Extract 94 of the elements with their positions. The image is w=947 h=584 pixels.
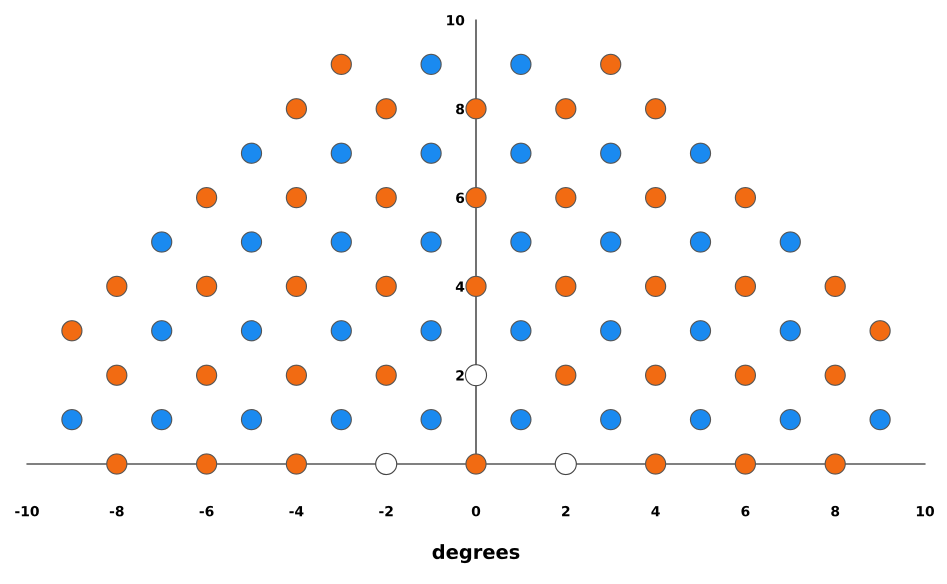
- point: [376, 98, 397, 120]
- point: [376, 186, 397, 208]
- point: [420, 231, 442, 253]
- point: [286, 453, 308, 475]
- point: [824, 364, 846, 386]
- point: [824, 276, 846, 298]
- point: [465, 453, 487, 475]
- point: [375, 452, 398, 476]
- point: [780, 408, 801, 430]
- point: [196, 276, 218, 298]
- point: [869, 408, 891, 430]
- point: [330, 408, 352, 430]
- point: [644, 186, 666, 208]
- point: [465, 98, 487, 120]
- point: [330, 231, 352, 253]
- point: [780, 231, 801, 253]
- y-tick-label: 8: [456, 104, 464, 114]
- x-tick-label: -2: [379, 506, 393, 516]
- point: [555, 276, 576, 298]
- point: [106, 364, 128, 386]
- point: [644, 276, 666, 298]
- point: [644, 453, 666, 475]
- point: [196, 453, 218, 475]
- point: [690, 142, 712, 164]
- point: [780, 320, 801, 342]
- point: [734, 364, 756, 386]
- point: [690, 408, 712, 430]
- x-tick-label: 8: [831, 506, 840, 516]
- x-tick-label: -8: [110, 506, 124, 516]
- point: [420, 320, 442, 342]
- point: [286, 98, 308, 120]
- x-tick-label: 4: [651, 506, 660, 516]
- point: [330, 142, 352, 164]
- point: [376, 276, 397, 298]
- point: [510, 408, 532, 430]
- x-tick-label: 10: [916, 506, 934, 516]
- point: [286, 186, 308, 208]
- point: [510, 54, 532, 76]
- point: [555, 98, 576, 120]
- point: [61, 408, 83, 430]
- point: [644, 364, 666, 386]
- point: [824, 453, 846, 475]
- x-tick-label: 6: [741, 506, 750, 516]
- point: [690, 231, 712, 253]
- y-tick-label: 6: [456, 192, 464, 204]
- point: [644, 98, 666, 120]
- point: [376, 364, 397, 386]
- point: [106, 276, 128, 298]
- point: [600, 54, 622, 76]
- point: [286, 364, 308, 386]
- point: [510, 142, 532, 164]
- point: [555, 364, 576, 386]
- point: [240, 320, 262, 342]
- point: [465, 276, 487, 298]
- point: [734, 453, 756, 475]
- point: [330, 54, 352, 76]
- point: [240, 142, 262, 164]
- point: [734, 276, 756, 298]
- point: [869, 320, 891, 342]
- point: [196, 186, 218, 208]
- point: [420, 54, 442, 76]
- point: [510, 231, 532, 253]
- point: [420, 408, 442, 430]
- point: [554, 452, 577, 476]
- point: [286, 276, 308, 298]
- point: [106, 453, 128, 475]
- point: [734, 186, 756, 208]
- point: [600, 320, 622, 342]
- point: [420, 142, 442, 164]
- point: [600, 231, 622, 253]
- y-tick-label: 2: [456, 370, 464, 380]
- point: [240, 408, 262, 430]
- point: [600, 408, 622, 430]
- point: [600, 142, 622, 164]
- x-tick-label: -6: [200, 506, 214, 516]
- point: [465, 186, 487, 208]
- point: [555, 186, 576, 208]
- point: [690, 320, 712, 342]
- y-tick-label: 10: [447, 14, 464, 26]
- x-tick-label: -10: [15, 506, 39, 516]
- point: [240, 231, 262, 253]
- x-tick-label: -4: [289, 506, 304, 516]
- point: [330, 320, 352, 342]
- point: [151, 320, 172, 342]
- point: [464, 364, 488, 386]
- point: [151, 408, 172, 430]
- point: [196, 364, 218, 386]
- point: [61, 320, 83, 342]
- x-tick-label: 0: [472, 506, 480, 516]
- x-axis-title: degrees: [432, 544, 520, 564]
- point: [510, 320, 532, 342]
- point: [151, 231, 172, 253]
- x-tick-label: 2: [562, 506, 570, 516]
- y-tick-label: 4: [456, 282, 464, 292]
